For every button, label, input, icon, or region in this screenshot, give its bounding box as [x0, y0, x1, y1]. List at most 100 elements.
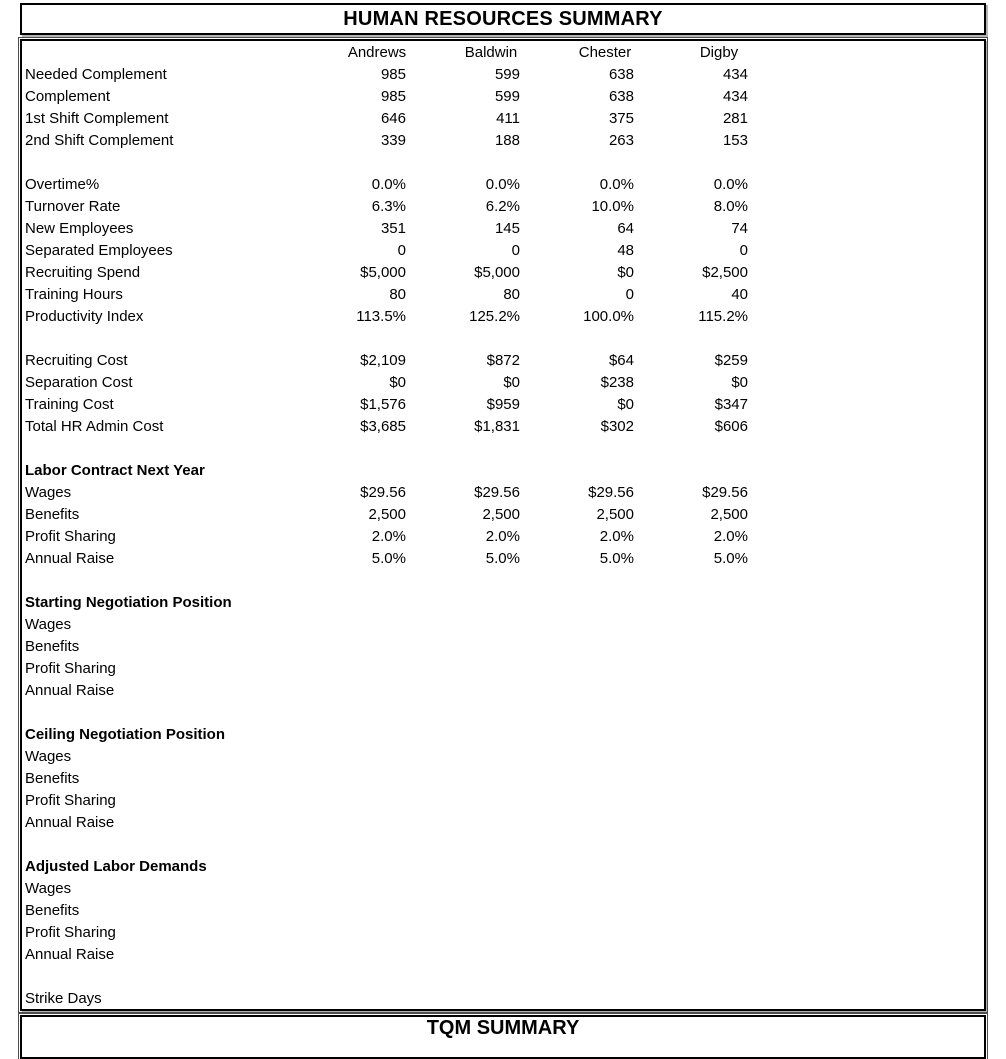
cell-value: [320, 811, 434, 833]
cell-value: [662, 701, 776, 723]
cell-value: 145: [494, 219, 520, 237]
cell-value: [548, 811, 662, 833]
cell-value: $872: [486, 351, 520, 369]
cell-value: [548, 591, 662, 613]
cell-value: 5.0%: [599, 549, 634, 567]
cell-value: [434, 613, 548, 635]
cell-value: 115.2%: [698, 307, 748, 325]
hr-table-body: Needed Complement 985 599 638 434 Complement 9…: [22, 63, 984, 1009]
cell-value: [434, 921, 548, 943]
cell-value: [434, 745, 548, 767]
cell-value: 113.5%: [356, 307, 406, 325]
filler-cell: [776, 107, 984, 129]
cell-value: 2,500: [368, 505, 406, 523]
column-header-digby: Digby: [699, 43, 739, 61]
spacer-row: [22, 151, 984, 173]
cell-value: [548, 899, 662, 921]
cell-value: [320, 657, 434, 679]
filler-cell: [776, 811, 984, 833]
table-row: Needed Complement 985 599 638 434: [22, 63, 984, 85]
cell-value: [548, 833, 662, 855]
section-header-row: Labor Contract Next Year: [22, 459, 984, 481]
filler-cell: [776, 789, 984, 811]
cell-value: $347: [714, 395, 748, 413]
cell-value: [434, 833, 548, 855]
cell-value: [662, 899, 776, 921]
cell-value: $29.56: [702, 483, 748, 501]
cell-value: [434, 965, 548, 987]
column-header-filler: [776, 41, 984, 63]
section-header-row: Starting Negotiation Position: [22, 591, 984, 613]
table-row: Separated Employees 0 0 48 0: [22, 239, 984, 261]
row-label: Profit Sharing: [25, 791, 116, 809]
cell-value: 434: [722, 87, 748, 105]
tqm-summary-box: TQM SUMMARY: [18, 1013, 988, 1059]
row-label: Benefits: [25, 505, 80, 523]
row-label: 2nd Shift Complement: [25, 131, 174, 149]
column-header-baldwin: Baldwin: [464, 43, 518, 61]
cell-value: [548, 437, 662, 459]
table-row: Benefits: [22, 899, 984, 921]
spacer-row: [22, 701, 984, 723]
row-label: Productivity Index: [25, 307, 144, 325]
cell-value: [434, 811, 548, 833]
cell-value: [548, 657, 662, 679]
table-row: Recruiting Cost $2,109 $872 $64 $259: [22, 349, 984, 371]
cell-value: 351: [380, 219, 406, 237]
cell-value: [662, 151, 776, 173]
table-row: Overtime% 0.0% 0.0% 0.0% 0.0%: [22, 173, 984, 195]
table-row: Separation Cost $0 $0 $238 $0: [22, 371, 984, 393]
cell-value: [320, 723, 434, 745]
table-row: Annual Raise: [22, 943, 984, 965]
filler-cell: [776, 921, 984, 943]
cell-value: [434, 767, 548, 789]
row-label: Annual Raise: [25, 681, 115, 699]
row-label: Recruiting Cost: [25, 351, 128, 369]
spacer-row: [22, 437, 984, 459]
cell-value: [434, 679, 548, 701]
cell-value: [662, 921, 776, 943]
filler-cell: [776, 877, 984, 899]
cell-value: [320, 635, 434, 657]
row-label: Wages: [25, 879, 72, 897]
row-label: Strike Days: [25, 989, 102, 1007]
cell-value: $606: [714, 417, 748, 435]
table-row: 2nd Shift Complement 339 188 263 153: [22, 129, 984, 151]
cell-value: 74: [731, 219, 748, 237]
tqm-summary-title: TQM SUMMARY: [426, 1017, 580, 1039]
cell-value: [434, 987, 548, 1009]
cell-value: 64: [617, 219, 634, 237]
filler-cell: [776, 833, 984, 855]
cell-value: 2.0%: [599, 527, 634, 545]
spacer-row: [22, 569, 984, 591]
hr-summary-table: Andrews Baldwin Chester Digby Needed Com…: [22, 41, 984, 1009]
cell-value: 411: [496, 109, 520, 127]
filler-cell: [776, 129, 984, 151]
table-row: New Employees 351 145 64 74: [22, 217, 984, 239]
cell-value: 2,500: [710, 505, 748, 523]
cell-value: [434, 855, 548, 877]
row-label: Benefits: [25, 637, 80, 655]
filler-cell: [776, 415, 984, 437]
cell-value: [548, 745, 662, 767]
cell-value: [662, 987, 776, 1009]
cell-value: [320, 679, 434, 701]
cell-value: 985: [380, 87, 406, 105]
cell-value: [662, 833, 776, 855]
cell-value: [662, 943, 776, 965]
row-label: Wages: [25, 747, 72, 765]
cell-value: [662, 811, 776, 833]
cell-value: [434, 657, 548, 679]
row-label: Total HR Admin Cost: [25, 417, 164, 435]
cell-value: [548, 723, 662, 745]
filler-cell: [776, 459, 984, 481]
cell-value: 8.0%: [713, 197, 748, 215]
cell-value: [320, 437, 434, 459]
row-label: Separated Employees: [25, 241, 173, 259]
cell-value: [434, 151, 548, 173]
cell-value: [548, 151, 662, 173]
row-label: [22, 327, 320, 349]
cell-value: 2.0%: [371, 527, 406, 545]
cell-value: [320, 789, 434, 811]
table-row: Benefits: [22, 635, 984, 657]
